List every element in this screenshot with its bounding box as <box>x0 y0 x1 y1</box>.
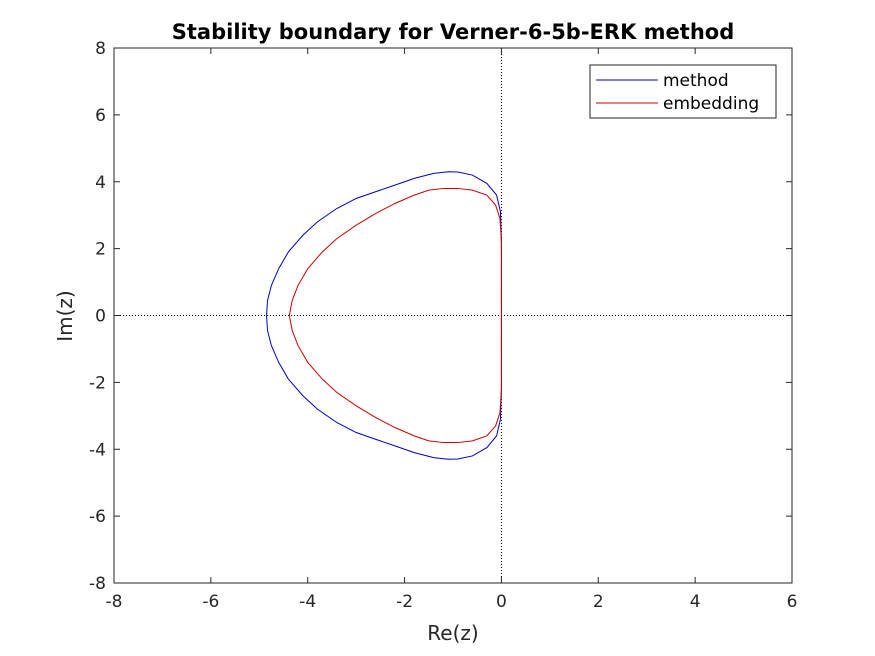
y-tick-label: -2 <box>89 373 106 393</box>
y-tick-label: 6 <box>95 106 106 126</box>
y-tick-label: 8 <box>95 39 106 59</box>
y-tick-label: -4 <box>89 440 106 460</box>
chart-title: Stability boundary for Verner-6-5b-ERK m… <box>172 20 734 44</box>
x-tick-label: -6 <box>202 592 219 612</box>
legend-label-embedding: embedding <box>663 94 759 114</box>
legend-box <box>589 64 777 119</box>
y-tick-label: 2 <box>95 240 106 260</box>
x-tick-label: 6 <box>787 592 798 612</box>
x-axis-label: Re(z) <box>427 621 478 645</box>
y-tick-label: -6 <box>89 507 106 527</box>
legend-label-method: method <box>663 71 729 91</box>
legend: method embedding <box>589 64 777 119</box>
x-tick-label: 4 <box>690 592 701 612</box>
y-tick-label: -8 <box>89 574 106 594</box>
series-line-embedding <box>288 187 502 444</box>
y-tick-label: 4 <box>95 173 106 193</box>
x-tick-label: 2 <box>593 592 604 612</box>
x-tick-label: -2 <box>396 592 413 612</box>
y-axis-label: Im(z) <box>53 290 77 341</box>
y-tick-label: 0 <box>95 307 106 327</box>
x-tick-label: -4 <box>299 592 316 612</box>
series-line-method <box>266 171 502 460</box>
x-tick-label: 0 <box>496 592 507 612</box>
x-tick-label: -8 <box>106 592 123 612</box>
